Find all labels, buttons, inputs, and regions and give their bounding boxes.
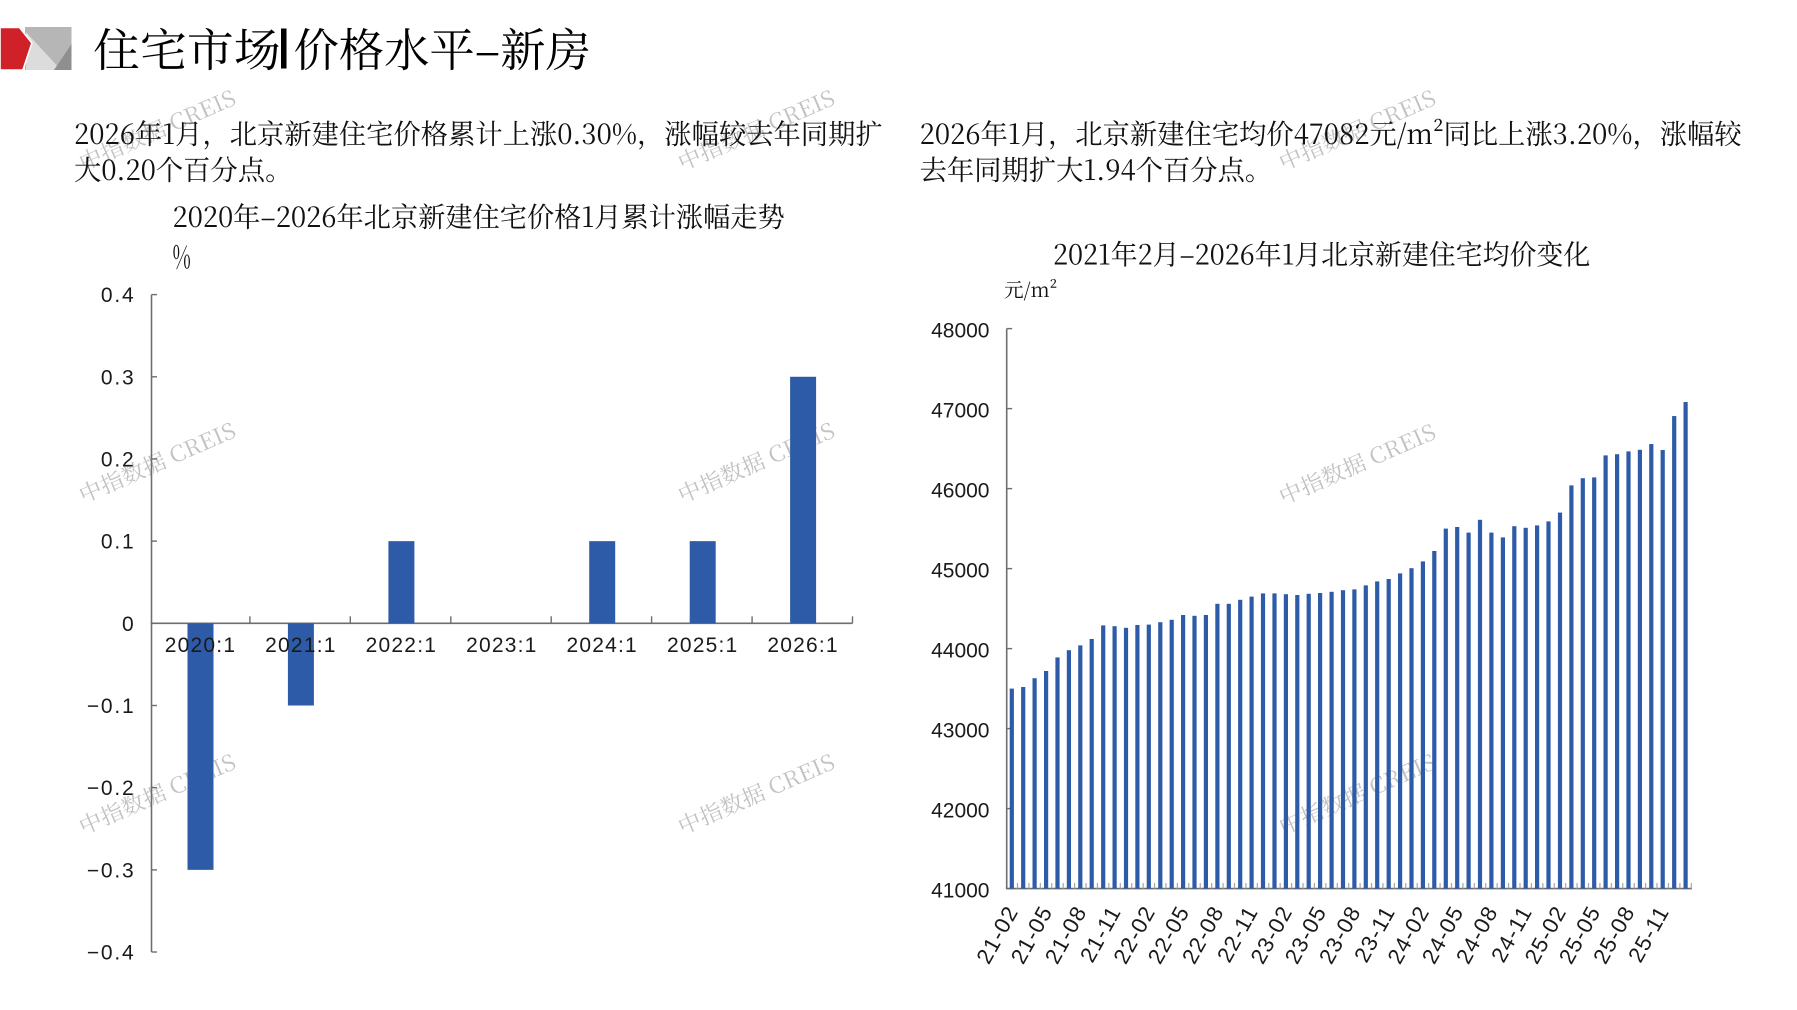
svg-text:−0.4: −0.4 — [87, 942, 136, 965]
svg-text:44000: 44000 — [931, 640, 989, 663]
svg-text:2026:1: 2026:1 — [767, 634, 838, 657]
svg-text:0.2: 0.2 — [101, 449, 136, 472]
svg-text:41000: 41000 — [931, 880, 989, 903]
svg-text:−0.2: −0.2 — [87, 777, 136, 800]
svg-text:2025:1: 2025:1 — [667, 634, 738, 657]
svg-text:−0.3: −0.3 — [87, 859, 136, 882]
svg-text:43000: 43000 — [931, 720, 989, 743]
svg-text:46000: 46000 — [931, 480, 989, 503]
svg-text:2022:1: 2022:1 — [366, 634, 437, 657]
svg-text:2021:1: 2021:1 — [265, 634, 336, 657]
svg-text:0.1: 0.1 — [101, 531, 136, 554]
svg-text:47000: 47000 — [931, 400, 989, 423]
svg-text:42000: 42000 — [931, 800, 989, 823]
svg-text:0.4: 0.4 — [101, 284, 136, 307]
svg-text:48000: 48000 — [931, 320, 989, 343]
svg-text:0.3: 0.3 — [101, 366, 136, 389]
svg-text:2024:1: 2024:1 — [566, 634, 637, 657]
svg-text:2020:1: 2020:1 — [165, 634, 236, 657]
svg-text:45000: 45000 — [931, 560, 989, 583]
svg-text:0: 0 — [122, 613, 135, 636]
svg-text:−0.1: −0.1 — [87, 695, 136, 718]
svg-text:2023:1: 2023:1 — [466, 634, 537, 657]
